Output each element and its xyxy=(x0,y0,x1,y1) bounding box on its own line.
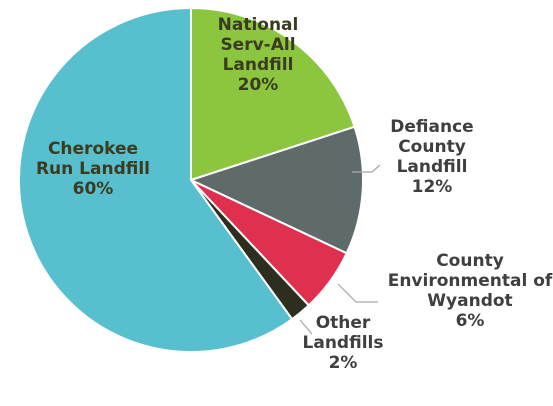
slice-name-line-1-0: Defiance xyxy=(390,117,473,137)
leader-line-3 xyxy=(299,319,313,335)
slice-name-line-0-2: Landfill xyxy=(223,55,294,75)
slice-name-line-0-0: National xyxy=(218,15,299,35)
pie-slice-0 xyxy=(190,6,356,182)
slice-name-line-1-2: Landfill xyxy=(397,157,468,177)
slice-label-2: County Environmental of Wyandot 6% xyxy=(388,251,553,331)
slice-name-line-4-1: Run Landfill xyxy=(36,159,150,179)
slice-name-line-3-1: Landfills xyxy=(303,333,384,353)
leader-line-1 xyxy=(352,164,381,173)
slice-label-1: Defiance County Landfill 12% xyxy=(390,117,473,197)
slice-label-0: National Serv-All Landfill 20% xyxy=(218,15,299,95)
slice-name-line-3-0: Other xyxy=(316,313,371,333)
slice-label-4: Cherokee Run Landfill 60% xyxy=(36,139,150,199)
slice-value-label-4: 60% xyxy=(73,179,114,199)
pie-slice-1 xyxy=(188,125,364,255)
slice-name-line-2-2: Wyandot xyxy=(427,291,512,311)
slice-value-label-3: 2% xyxy=(329,353,358,373)
slice-value-label-0: 20% xyxy=(238,75,279,95)
slice-name-line-2-0: County xyxy=(436,251,504,271)
slice-name-line-0-1: Serv-All xyxy=(220,35,295,55)
slice-value-label-1: 12% xyxy=(412,177,453,197)
pie-slice-4 xyxy=(18,6,294,353)
slice-label-3: Other Landfills 2% xyxy=(303,313,384,373)
slice-value-label-2: 6% xyxy=(456,311,485,331)
leader-line-2 xyxy=(337,283,378,303)
slice-name-line-1-1: County xyxy=(398,137,466,157)
slice-name-line-2-1: Environmental of xyxy=(388,271,553,291)
slice-name-line-4-0: Cherokee xyxy=(48,139,138,159)
